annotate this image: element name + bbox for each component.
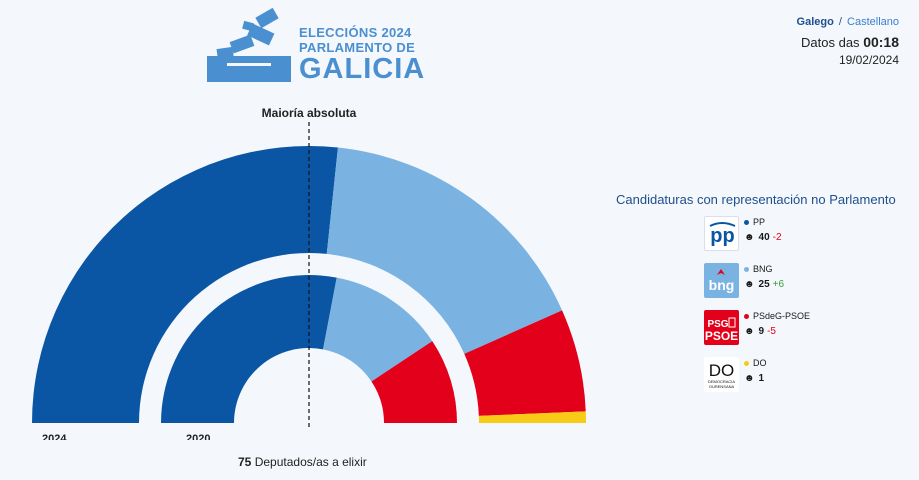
party-seats: 40 xyxy=(758,232,770,243)
lang-castellano-link[interactable]: Castellano xyxy=(847,16,899,28)
svg-text:PSOE: PSOE xyxy=(705,329,738,343)
total-seats-number: 75 xyxy=(238,455,252,469)
seat-segment-2024-bng[interactable] xyxy=(326,147,563,354)
psoe-color-dot xyxy=(744,313,749,319)
party-seats: 9 xyxy=(758,326,765,337)
svg-text:pp: pp xyxy=(710,225,734,247)
party-seat-change: +6 xyxy=(772,279,785,290)
data-info: Galego / Castellano Datos das 00:18 19/0… xyxy=(797,16,899,67)
elections-logo: ELECCIÓNS 2024 PARLAMENTO DE GALICIA xyxy=(205,8,424,86)
party-name: BNG xyxy=(753,264,773,274)
lang-galego-link[interactable]: Galego xyxy=(796,16,834,28)
party-name: PP xyxy=(753,217,766,227)
ring-label-2024: 2024 xyxy=(42,433,67,440)
party-seats: 1 xyxy=(758,373,765,384)
data-timestamp: Datos das 00:18 xyxy=(797,34,899,50)
psoe-logo-icon: PSG PSOE xyxy=(704,310,739,345)
party-name: PSdeG-PSOE xyxy=(753,311,811,321)
logo-title-line1: ELECCIÓNS 2024 xyxy=(299,25,412,40)
legend-item-psdeg-psoe[interactable]: PSG PSOE PSdeG-PSOE ☻ 9 -5 xyxy=(704,310,854,357)
data-time-value: 00:18 xyxy=(863,34,899,50)
svg-text:PSG: PSG xyxy=(707,319,728,330)
svg-text:OURENSANA: OURENSANA xyxy=(709,384,735,389)
logo-title-line3: GALICIA xyxy=(299,53,426,85)
party-seat-change: -5 xyxy=(767,326,776,337)
total-seats-text: Deputados/as a elixir xyxy=(254,455,367,469)
ring-label-2020: 2020 xyxy=(186,433,210,440)
user-icon: ☻ xyxy=(744,326,755,337)
do-logo-icon: DO DEMOCRACIA OURENSANA xyxy=(704,357,739,392)
pp-logo-icon: pp xyxy=(704,216,739,251)
seat-segment-2024-pp[interactable] xyxy=(32,145,338,424)
pp-color-dot xyxy=(744,219,749,225)
party-name: DO xyxy=(753,358,767,368)
majority-label: Maioría absoluta xyxy=(262,106,357,120)
legend-title: Candidaturas con representación no Parla… xyxy=(616,192,896,207)
svg-text:DO: DO xyxy=(709,361,735,380)
total-seats-note: 75 Deputados/as a elixir xyxy=(238,455,367,469)
bng-logo-icon: bng xyxy=(704,263,739,298)
seat-segment-2020-pp[interactable] xyxy=(161,275,337,423)
language-switch: Galego / Castellano xyxy=(797,16,899,28)
party-seats: 25 xyxy=(758,279,770,290)
legend-item-bng[interactable]: bng BNG ☻ 25 +6 xyxy=(704,263,854,310)
user-icon: ☻ xyxy=(744,279,755,290)
seat-segment-2020-bng[interactable] xyxy=(323,277,433,382)
data-time-label: Datos das xyxy=(801,35,860,50)
user-icon: ☻ xyxy=(744,373,755,384)
party-seat-change: -2 xyxy=(772,232,782,243)
bng-color-dot xyxy=(744,266,749,272)
logo-title-line2: PARLAMENTO DE xyxy=(299,40,416,55)
svg-text:bng: bng xyxy=(709,277,735,293)
svg-text:DEMOCRACIA: DEMOCRACIA xyxy=(708,379,735,384)
ballot-box-icon xyxy=(207,8,291,82)
legend-item-do[interactable]: DO DEMOCRACIA OURENSANA DO ☻ 1 xyxy=(704,357,854,404)
data-date: 19/02/2024 xyxy=(838,53,899,67)
legend-item-pp[interactable]: pp PP ☻ 40 -2 xyxy=(704,216,854,263)
hemicycle-chart: Maioría absoluta 2024 2020 xyxy=(32,106,586,440)
do-color-dot xyxy=(744,360,749,366)
seat-segment-2024-do[interactable] xyxy=(478,411,586,423)
seat-segment-2020-psdeg-psoe[interactable] xyxy=(371,341,457,423)
user-icon: ☻ xyxy=(744,232,755,243)
party-legend: pp PP ☻ 40 -2 bng BNG ☻ 25 +6 PSG PSOE xyxy=(704,216,854,404)
seat-segment-2024-psdeg-psoe[interactable] xyxy=(464,310,586,416)
lang-separator: / xyxy=(838,16,842,28)
logo-text: ELECCIÓNS 2024 PARLAMENTO DE GALICIA xyxy=(299,26,425,84)
